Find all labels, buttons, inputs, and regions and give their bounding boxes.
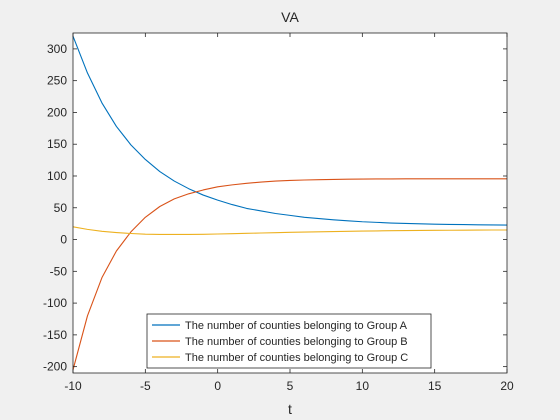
legend-label-1: The number of counties belonging to Grou… [185,320,408,332]
x-tick-label: 10 [356,379,370,393]
y-tick-label: 0 [60,233,67,247]
x-axis-label: t [288,401,292,417]
y-tick-label: 50 [54,201,68,215]
y-tick-label: -150 [43,328,67,342]
series-layer [72,35,508,370]
x-tick-label: 15 [428,379,442,393]
legend: The number of counties belonging to Grou… [146,313,432,369]
y-tick-label: 300 [47,42,67,56]
legend-label-3: The number of counties belonging to Grou… [185,352,408,364]
y-tick-label: 250 [47,74,67,88]
legend-label-2: The number of counties belonging to Grou… [185,336,408,348]
y-tick-label: 150 [47,137,67,151]
y-tick-label: 200 [47,105,67,119]
x-tick-label: 20 [500,379,514,393]
x-tick-label: -10 [64,379,82,393]
series-line-1 [72,35,508,226]
chart-title: VA [281,9,299,25]
y-tick-label: -200 [43,360,67,374]
x-tick-label: 0 [214,379,221,393]
y-tick-label: 100 [47,169,67,183]
y-tick-label: -100 [43,296,67,310]
x-tick-label: 5 [287,379,294,393]
axis-ticks: -10 -5 0 5 10 15 20-200-150-100-50050100150200… [43,33,514,393]
series-line-3 [72,226,507,236]
y-tick-label: -50 [50,264,68,278]
legend-box [146,313,432,369]
x-tick-label: -5 [140,379,151,393]
series-line-2 [72,178,507,370]
